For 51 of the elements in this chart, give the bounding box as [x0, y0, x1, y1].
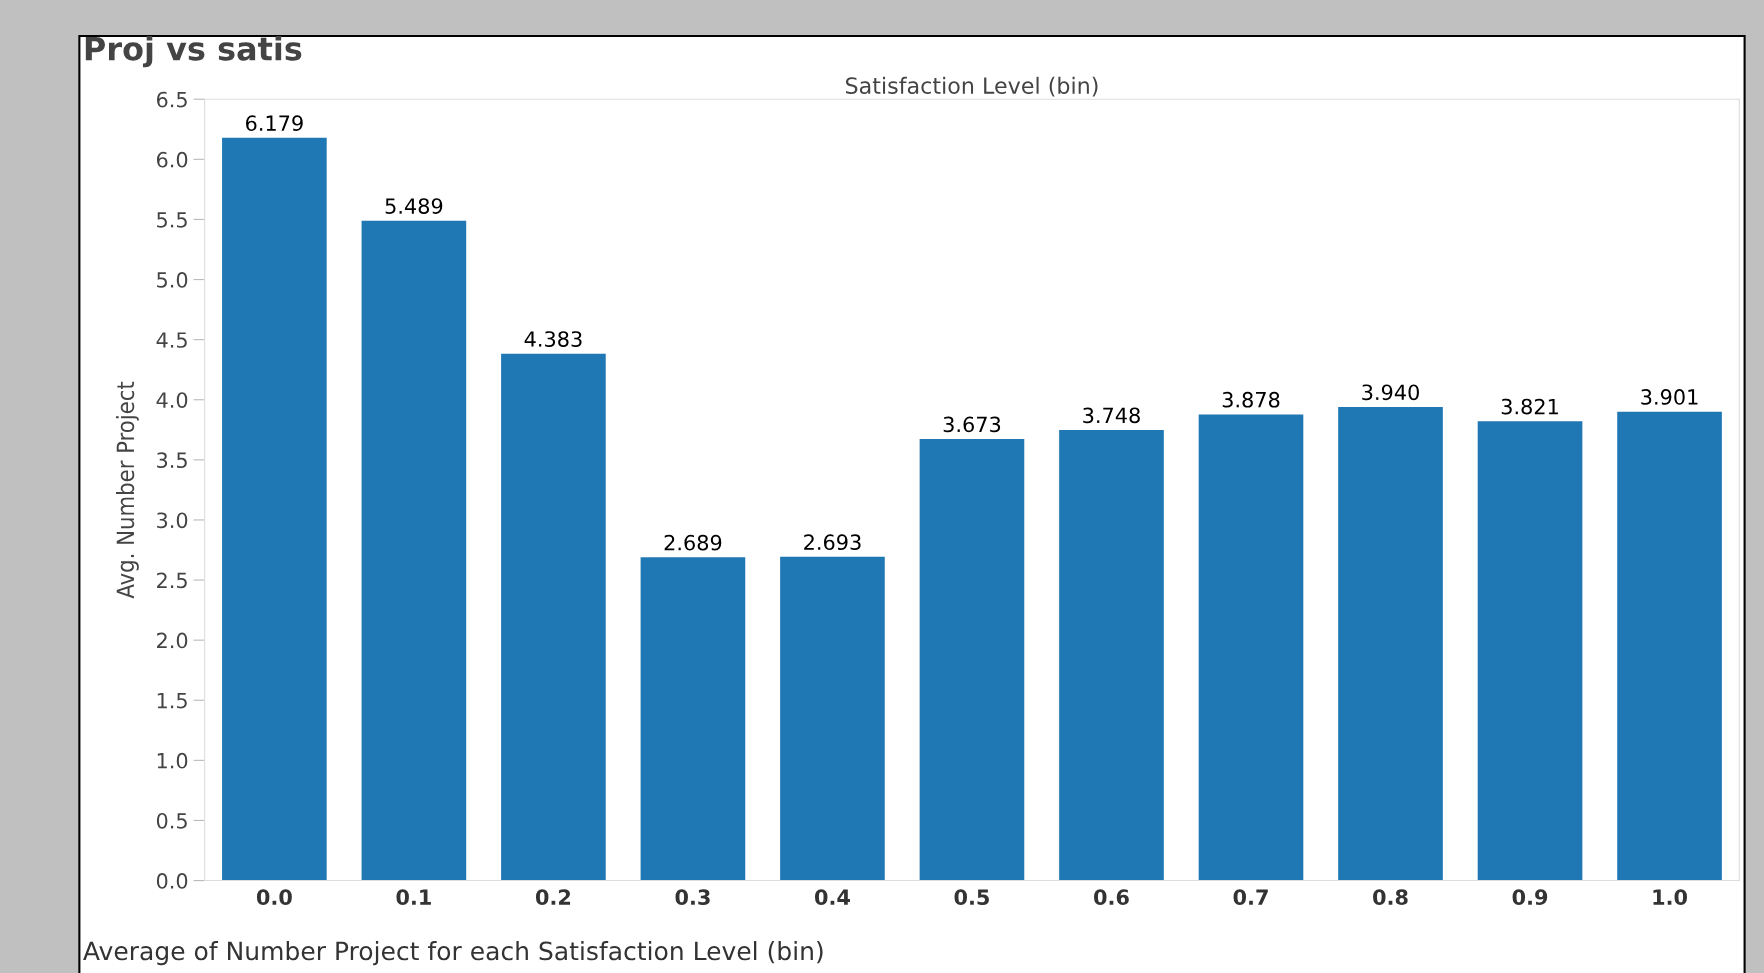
x-tick-label: 0.0 [256, 889, 292, 906]
x-tick-label: 0.4 [814, 889, 850, 906]
y-tick-label: 4.0 [156, 392, 188, 408]
bar [1617, 411, 1722, 881]
bar [780, 556, 885, 881]
bar [222, 137, 327, 881]
data-label: 3.878 [1222, 391, 1280, 408]
y-tick-label: 6.5 [156, 91, 187, 108]
x-tick-label: 0.8 [1373, 889, 1408, 906]
bar [640, 557, 746, 881]
y-tick-label: 1.5 [157, 692, 187, 709]
x-tick-label: 0.2 [535, 889, 571, 906]
y-tick-label: 5.0 [157, 272, 188, 288]
y-tick-label: 2.5 [157, 572, 187, 589]
y-axis-title: Avg. Number Project [116, 381, 139, 599]
x-tick-label: 0.1 [396, 889, 431, 906]
y-tick-label: 1.0 [157, 752, 188, 769]
data-label: 3.940 [1362, 384, 1419, 401]
bar [1059, 430, 1164, 881]
data-label: 5.489 [385, 198, 443, 214]
bar [1477, 421, 1583, 881]
chart-title: Proj vs satis [85, 35, 302, 68]
x-tick-label: 0.5 [954, 889, 989, 906]
data-label: 3.901 [1641, 389, 1698, 405]
data-label: 3.748 [1083, 407, 1140, 424]
y-tick-label: 6.0 [156, 151, 188, 168]
data-label: 3.821 [1501, 398, 1558, 415]
bar [361, 220, 467, 881]
y-tick-label: 5.5 [157, 212, 187, 228]
y-tick-label: 2.0 [157, 632, 188, 649]
x-tick-label: 0.3 [675, 889, 710, 906]
data-label: 6.179 [246, 115, 303, 132]
bar [919, 439, 1025, 881]
data-label: 2.689 [664, 534, 722, 551]
x-tick-label: 0.9 [1512, 889, 1548, 906]
data-label: 4.383 [524, 331, 582, 347]
data-label: 2.693 [804, 534, 861, 551]
x-axis-title: Satisfaction Level (bin) [845, 76, 1098, 97]
y-tick-label: 3.5 [157, 452, 187, 469]
data-label: 3.673 [943, 416, 1001, 433]
y-tick-label: 4.5 [156, 332, 187, 348]
y-tick-label: 3.0 [157, 512, 188, 529]
bar [1198, 414, 1304, 881]
y-tick-label: 0.0 [156, 873, 188, 889]
y-tick-label: 0.5 [156, 812, 187, 829]
bar [501, 353, 606, 881]
text: Average of Number Project for each Satisfaction Level (bin) [83, 941, 823, 966]
bar [1338, 406, 1443, 881]
x-tick-label: 0.7 [1233, 889, 1268, 906]
x-tick-label: 1.0 [1653, 889, 1687, 906]
x-tick-label: 0.6 [1094, 889, 1129, 906]
